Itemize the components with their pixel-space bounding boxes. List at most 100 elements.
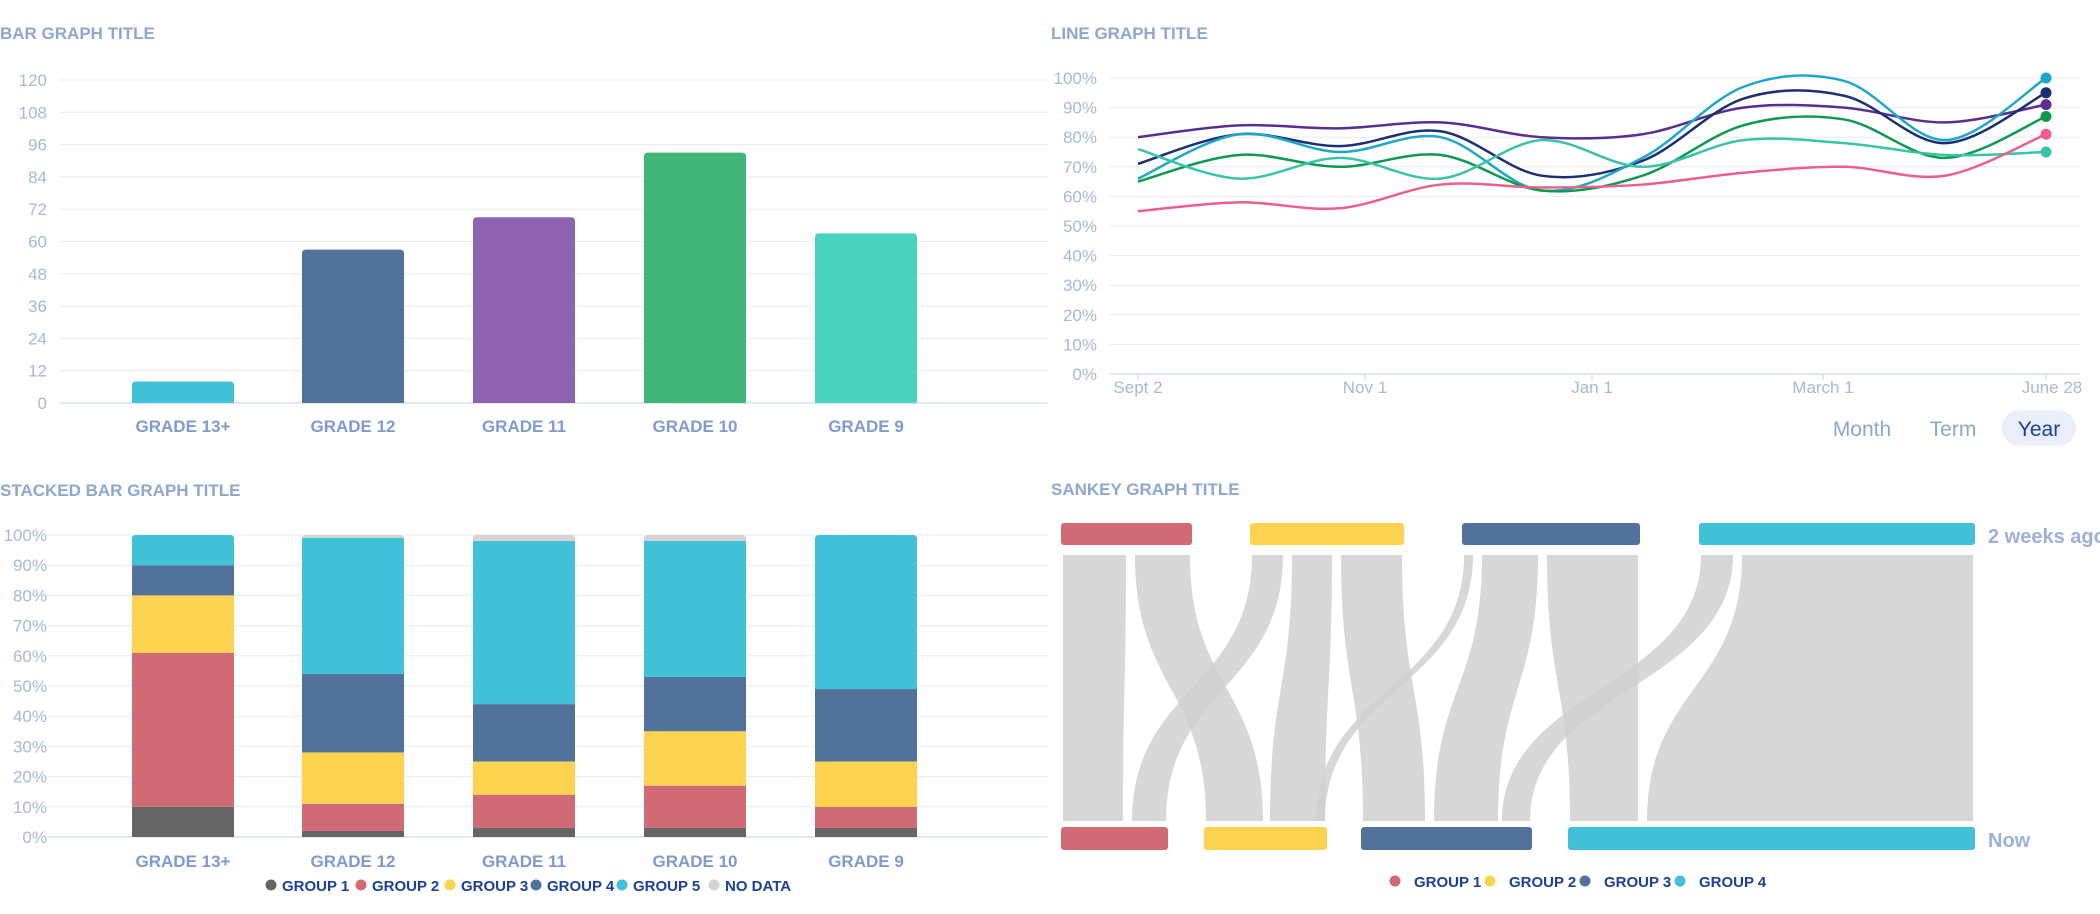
stacked-segment[interactable] — [644, 785, 746, 828]
stacked-segment[interactable] — [473, 535, 575, 542]
y-tick-label: 100% — [1054, 69, 1097, 88]
x-tick-label: Jan 1 — [1571, 378, 1613, 397]
stacked-segment[interactable] — [815, 689, 917, 762]
bar[interactable] — [815, 233, 917, 403]
y-tick-label: 90% — [13, 556, 47, 575]
sankey-top-label: 2 weeks ago — [1988, 526, 2100, 548]
line-series-path[interactable] — [1137, 137, 2047, 181]
sankey-flow[interactable] — [1132, 555, 1283, 821]
stacked-segment[interactable] — [132, 565, 234, 596]
toggle-year[interactable]: Year — [2018, 418, 2060, 441]
y-tick-label: 0% — [1072, 365, 1097, 384]
sankey-node-bottom[interactable] — [1204, 827, 1327, 850]
sankey-flow[interactable] — [1316, 555, 1473, 821]
stacked-segment[interactable] — [473, 541, 575, 705]
stacked-segment[interactable] — [302, 673, 404, 753]
legend-label: GROUP 2 — [372, 878, 439, 895]
bar-chart-panel: BAR GRAPH TITLE 01224364860728496108120 … — [0, 24, 1048, 436]
sankey-flow[interactable] — [1502, 555, 1733, 821]
y-tick-label: 96 — [28, 136, 47, 155]
stacked-segment[interactable] — [302, 752, 404, 804]
legend-label: GROUP 2 — [1509, 874, 1576, 891]
line-series-path[interactable] — [1137, 115, 2047, 193]
stacked-segment[interactable] — [815, 827, 917, 837]
stacked-segment[interactable] — [815, 806, 917, 828]
stacked-segment[interactable] — [644, 827, 746, 837]
stacked-chart-x-axis: GRADE 13+ GRADE 12 GRADE 11 GRADE 10 GRADE 9 — [136, 852, 904, 871]
stacked-segment[interactable] — [473, 704, 575, 762]
series-end-point[interactable] — [2040, 99, 2052, 111]
y-tick-label: 12 — [28, 362, 47, 381]
line-chart-grid — [1110, 77, 2080, 375]
y-tick-label: 84 — [28, 168, 47, 187]
stacked-segment[interactable] — [644, 535, 746, 542]
toggle-month[interactable]: Month — [1833, 418, 1891, 441]
bar[interactable] — [644, 152, 746, 403]
time-range-toggle: Month Term Year — [1833, 410, 2076, 446]
sankey-flow[interactable] — [1434, 555, 1538, 821]
stacked-segment[interactable] — [302, 538, 404, 674]
stacked-segment[interactable] — [132, 535, 234, 566]
y-tick-label: 30% — [13, 737, 47, 756]
stacked-segment[interactable] — [132, 806, 234, 837]
legend-label: GROUP 1 — [282, 878, 349, 895]
y-tick-label: 70% — [13, 617, 47, 636]
bar-chart-bars — [132, 152, 917, 403]
sankey-node-bottom[interactable] — [1061, 827, 1168, 850]
series-end-point[interactable] — [2040, 128, 2052, 140]
legend-label: GROUP 5 — [633, 878, 700, 895]
sankey-flow[interactable] — [1647, 555, 1973, 821]
sankey-node-top[interactable] — [1250, 523, 1404, 545]
sankey-flows — [1063, 555, 1973, 821]
series-end-point[interactable] — [2040, 146, 2052, 158]
line-series-path[interactable] — [1137, 89, 2047, 179]
toggle-term[interactable]: Term — [1930, 418, 1977, 441]
x-tick-label: Sept 2 — [1113, 378, 1162, 397]
sankey-node-top[interactable] — [1462, 523, 1640, 545]
stacked-segment[interactable] — [644, 676, 746, 732]
stacked-segment[interactable] — [302, 803, 404, 831]
legend-label: GROUP 1 — [1414, 874, 1481, 891]
stacked-segment[interactable] — [644, 541, 746, 677]
stacked-segment[interactable] — [644, 731, 746, 786]
sankey-flow[interactable] — [1063, 555, 1126, 821]
stacked-segment[interactable] — [473, 761, 575, 795]
stacked-segment[interactable] — [132, 595, 234, 653]
bar[interactable] — [302, 249, 404, 403]
legend-swatch — [1389, 875, 1401, 887]
line-series-path[interactable] — [1137, 133, 2047, 213]
sankey-flow[interactable] — [1341, 555, 1425, 821]
sankey-legend: GROUP 1 GROUP 2 GROUP 3 GROUP 4 — [1389, 874, 1767, 891]
sankey-node-bottom[interactable] — [1568, 827, 1975, 850]
stacked-segment[interactable] — [302, 535, 404, 539]
line-series-path[interactable] — [1137, 74, 2047, 193]
y-tick-label: 90% — [1063, 99, 1097, 118]
line-chart-y-axis: 0% 10% 20% 30% 40% 50% 60% 70% 80% 90% 100% — [1054, 69, 1097, 384]
legend-label: GROUP 3 — [461, 878, 528, 895]
sankey-node-bottom[interactable] — [1361, 827, 1532, 850]
x-tick-label: GRADE 9 — [828, 417, 904, 436]
line-series-path[interactable] — [1137, 103, 2047, 140]
y-tick-label: 0% — [22, 828, 47, 847]
series-end-point[interactable] — [2040, 110, 2052, 122]
stacked-segment[interactable] — [132, 652, 234, 807]
stacked-segment[interactable] — [815, 535, 917, 690]
stacked-segment[interactable] — [473, 794, 575, 828]
stacked-segment[interactable] — [302, 830, 404, 837]
stacked-segment[interactable] — [473, 827, 575, 837]
stacked-segment[interactable] — [815, 761, 917, 807]
legend-swatch — [708, 879, 720, 891]
sankey-flow[interactable] — [1547, 555, 1638, 821]
bar[interactable] — [473, 217, 575, 403]
sankey-node-top[interactable] — [1061, 523, 1192, 545]
bar[interactable] — [132, 381, 234, 403]
sankey-flow[interactable] — [1270, 555, 1332, 821]
x-tick-label: Nov 1 — [1343, 378, 1387, 397]
stacked-chart-bars — [132, 535, 917, 837]
series-end-point[interactable] — [2040, 72, 2052, 84]
sankey-node-top[interactable] — [1699, 523, 1975, 545]
x-tick-label: March 1 — [1792, 378, 1853, 397]
x-tick-label: June 28 — [2022, 378, 2083, 397]
series-end-point[interactable] — [2040, 87, 2052, 99]
legend-label: NO DATA — [725, 878, 791, 895]
